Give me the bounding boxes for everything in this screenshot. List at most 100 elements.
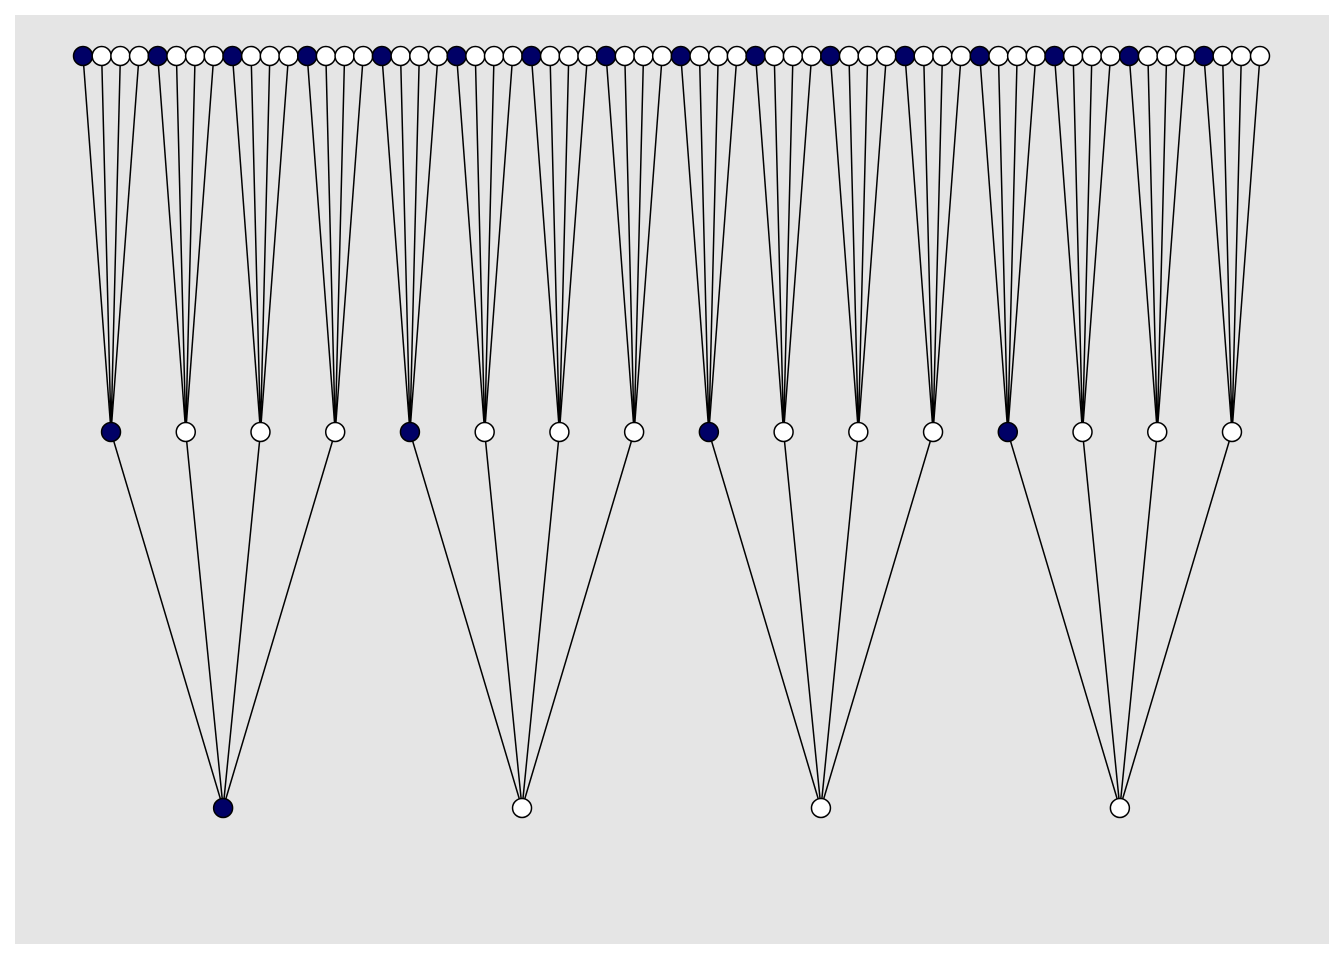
node bbox=[1118, 45, 1140, 67]
edge bbox=[325, 55, 336, 433]
edge bbox=[754, 55, 785, 433]
node bbox=[427, 45, 449, 67]
edge bbox=[558, 55, 589, 433]
edge bbox=[708, 55, 738, 433]
node bbox=[166, 45, 187, 67]
node bbox=[278, 45, 299, 67]
node bbox=[1221, 421, 1243, 443]
node bbox=[390, 45, 411, 67]
node bbox=[614, 45, 636, 67]
edge bbox=[558, 55, 570, 433]
background bbox=[15, 15, 1329, 944]
edge bbox=[1007, 55, 1018, 433]
edge bbox=[409, 55, 421, 433]
edge bbox=[110, 55, 140, 433]
edge bbox=[222, 431, 262, 809]
edge bbox=[782, 55, 794, 433]
edge bbox=[1156, 55, 1168, 433]
node bbox=[707, 45, 729, 67]
edge bbox=[820, 431, 934, 809]
node bbox=[324, 421, 346, 443]
edge bbox=[680, 55, 710, 433]
edge bbox=[1231, 55, 1261, 433]
edge bbox=[979, 55, 1009, 433]
node bbox=[259, 45, 281, 67]
edge bbox=[1147, 55, 1158, 433]
node bbox=[549, 421, 570, 443]
edge bbox=[185, 431, 224, 809]
node bbox=[483, 45, 505, 67]
node bbox=[595, 45, 617, 67]
edge bbox=[932, 55, 962, 433]
node bbox=[894, 45, 916, 67]
node bbox=[670, 45, 692, 67]
edge bbox=[100, 55, 112, 433]
edge bbox=[633, 55, 663, 433]
edge bbox=[549, 55, 561, 433]
node bbox=[773, 421, 794, 443]
edge bbox=[1053, 55, 1084, 433]
edge bbox=[175, 55, 187, 433]
edge bbox=[1007, 55, 1037, 433]
node bbox=[988, 45, 1009, 67]
edge bbox=[904, 55, 934, 433]
node bbox=[1193, 45, 1215, 67]
edge bbox=[708, 55, 719, 433]
edge bbox=[381, 55, 411, 433]
node bbox=[950, 45, 972, 67]
edge bbox=[185, 55, 215, 433]
node bbox=[820, 45, 841, 67]
edge bbox=[399, 55, 411, 433]
node bbox=[110, 45, 131, 67]
node bbox=[764, 45, 785, 67]
node bbox=[810, 797, 832, 819]
node bbox=[876, 45, 897, 67]
node bbox=[212, 797, 234, 819]
edge bbox=[409, 431, 523, 809]
node bbox=[633, 45, 654, 67]
node bbox=[1072, 421, 1093, 443]
node bbox=[409, 45, 430, 67]
node bbox=[502, 45, 523, 67]
node bbox=[1062, 45, 1084, 67]
node bbox=[184, 45, 206, 67]
edge bbox=[1081, 431, 1121, 809]
node bbox=[689, 45, 710, 67]
node bbox=[997, 421, 1019, 443]
edge bbox=[483, 431, 523, 809]
edge bbox=[820, 431, 860, 809]
edge bbox=[530, 55, 561, 433]
node bbox=[1081, 45, 1103, 67]
node bbox=[1249, 45, 1271, 67]
edge bbox=[782, 431, 822, 809]
edge bbox=[1128, 55, 1158, 433]
node bbox=[100, 421, 122, 443]
edge bbox=[483, 55, 514, 433]
node bbox=[539, 45, 561, 67]
edge bbox=[1119, 431, 1158, 809]
node bbox=[801, 45, 822, 67]
node bbox=[745, 45, 766, 67]
edge bbox=[624, 55, 635, 433]
edge bbox=[483, 55, 495, 433]
node bbox=[726, 45, 748, 67]
edge bbox=[1221, 55, 1233, 433]
node bbox=[922, 421, 944, 443]
node bbox=[1156, 45, 1177, 67]
node bbox=[91, 45, 112, 67]
edge bbox=[334, 55, 346, 433]
edge bbox=[259, 55, 290, 433]
edge bbox=[773, 55, 785, 433]
node bbox=[857, 45, 878, 67]
node bbox=[913, 45, 934, 67]
node bbox=[577, 45, 598, 67]
edge bbox=[334, 55, 364, 433]
node bbox=[72, 45, 94, 67]
edge bbox=[708, 431, 822, 809]
node bbox=[474, 421, 495, 443]
edge bbox=[1119, 431, 1233, 809]
edge bbox=[259, 55, 271, 433]
node bbox=[782, 45, 804, 67]
node bbox=[848, 421, 869, 443]
edge bbox=[782, 55, 813, 433]
